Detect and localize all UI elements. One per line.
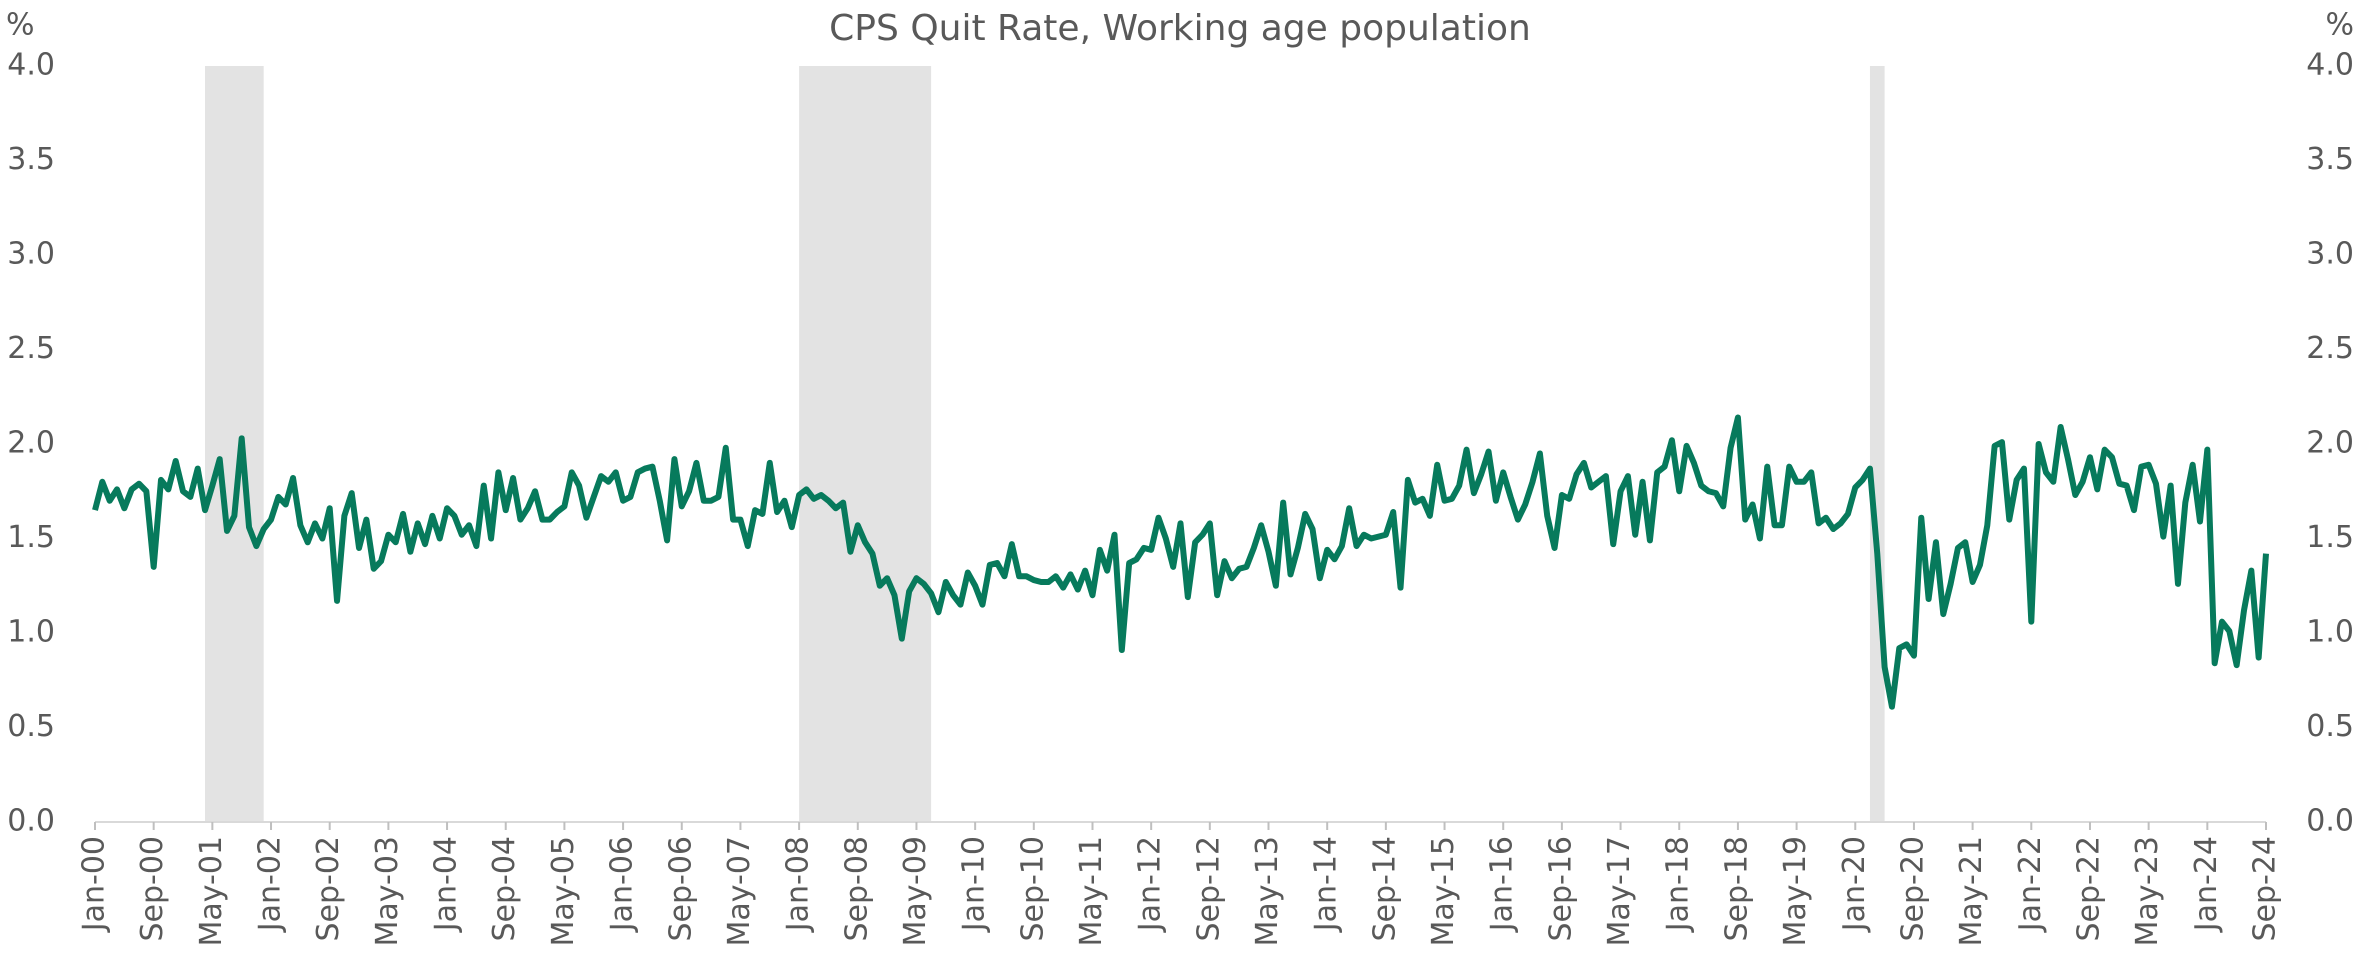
x-tick-label: Sep-16 xyxy=(1543,836,1578,942)
x-tick-label: Sep-00 xyxy=(135,836,170,942)
x-tick-label: May-11 xyxy=(1074,836,1109,947)
x-tick-label: May-01 xyxy=(194,836,229,947)
x-tick-label: Jan-24 xyxy=(2189,836,2224,933)
x-tick-label: May-21 xyxy=(1954,836,1989,947)
x-tick-label: Sep-08 xyxy=(839,836,874,942)
x-tick-label: Jan-02 xyxy=(253,836,288,933)
chart-title: CPS Quit Rate, Working age population xyxy=(829,8,1531,49)
x-tick-label: Sep-02 xyxy=(311,836,346,942)
y-tick-label: 3.5 xyxy=(7,142,55,177)
x-tick-label: May-19 xyxy=(1778,836,1813,947)
y-tick-label: 0.5 xyxy=(7,709,55,744)
x-tick-label: Jan-08 xyxy=(781,836,816,933)
shaded-period xyxy=(1869,66,1885,822)
y-unit: % xyxy=(6,8,35,43)
x-tick-label: May-23 xyxy=(2130,836,2165,947)
x-tick-label: Jan-12 xyxy=(1133,836,1168,933)
y-tick-label: 3.0 xyxy=(7,237,55,272)
y-tick-label: 2.5 xyxy=(7,331,55,366)
y2-tick-label: 4.0 xyxy=(2306,48,2354,83)
x-tick-label: Sep-14 xyxy=(1367,836,1402,942)
y2-tick-label: 2.0 xyxy=(2306,426,2354,461)
y2-tick-label: 3.5 xyxy=(2306,142,2354,177)
y-tick-label: 0.0 xyxy=(7,804,55,839)
shaded-period xyxy=(799,66,932,822)
x-tick-label: May-15 xyxy=(1426,836,1461,947)
x-tick-label: May-05 xyxy=(546,836,581,947)
shaded-period xyxy=(205,66,264,822)
x-tick-label: May-03 xyxy=(370,836,405,947)
x-tick-label: Jan-00 xyxy=(77,836,112,933)
x-tick-label: Jan-20 xyxy=(1837,836,1872,933)
x-tick-label: Sep-04 xyxy=(487,836,522,942)
y2-tick-label: 1.5 xyxy=(2306,520,2354,555)
y-tick-label: 2.0 xyxy=(7,426,55,461)
x-tick-label: Sep-22 xyxy=(2071,836,2106,942)
x-tick-label: Sep-24 xyxy=(2248,836,2283,942)
data-line xyxy=(92,414,2269,710)
x-tick-label: Sep-18 xyxy=(1719,836,1754,942)
x-tick-label: May-09 xyxy=(898,836,933,947)
x-tick-label: May-07 xyxy=(722,836,757,947)
y-tick-label: 1.0 xyxy=(7,615,55,650)
x-tick-label: Sep-10 xyxy=(1015,836,1050,942)
x-tick-label: Jan-04 xyxy=(429,836,464,933)
x-tick-label: Jan-14 xyxy=(1309,836,1344,933)
y2-tick-label: 0.0 xyxy=(2306,804,2354,839)
x-tick-label: Jan-22 xyxy=(2013,836,2048,933)
y2-unit: % xyxy=(2325,8,2354,43)
y2-tick-label: 3.0 xyxy=(2306,237,2354,272)
y2-tick-label: 0.5 xyxy=(2306,709,2354,744)
y2-tick-label: 2.5 xyxy=(2306,331,2354,366)
x-tick-label: May-17 xyxy=(1602,836,1637,947)
x-tick-label: Jan-06 xyxy=(605,836,640,933)
y-tick-label: 4.0 xyxy=(7,48,55,83)
x-tick-label: Jan-10 xyxy=(957,836,992,933)
y2-tick-label: 1.0 xyxy=(2306,615,2354,650)
x-tick-label: Sep-20 xyxy=(1895,836,1930,942)
x-tick-label: Sep-12 xyxy=(1191,836,1226,942)
x-tick-label: Sep-06 xyxy=(663,836,698,942)
x-tick-label: May-13 xyxy=(1250,836,1285,947)
y-tick-label: 1.5 xyxy=(7,520,55,555)
x-tick-label: Jan-18 xyxy=(1661,836,1696,933)
x-tick-label: Jan-16 xyxy=(1485,836,1520,933)
